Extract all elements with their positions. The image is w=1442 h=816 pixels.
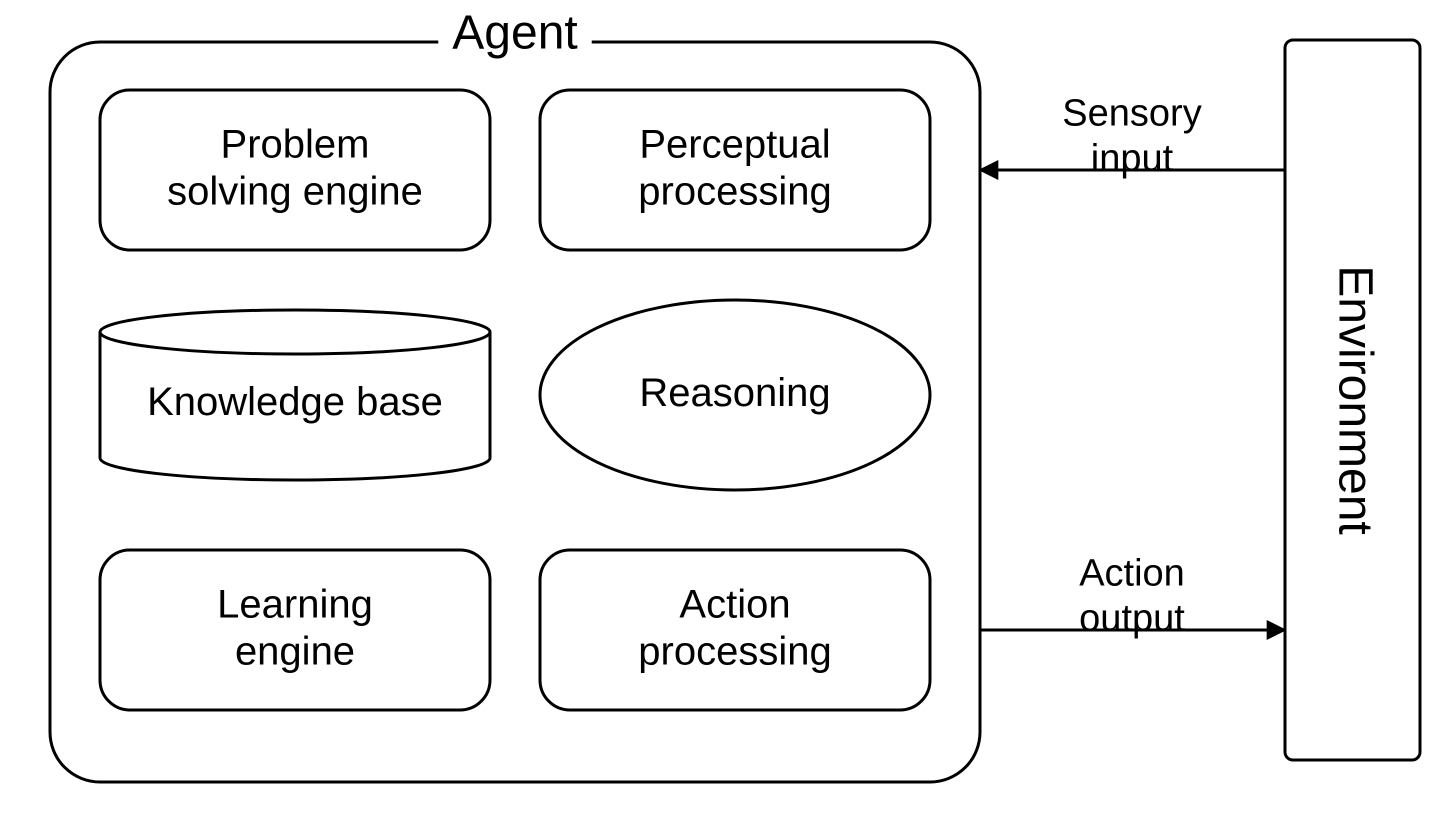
edge-sensory_input: Sensoryinput: [980, 93, 1285, 180]
node-label-knowledge_base: Knowledge base: [147, 379, 443, 423]
node-label-reasoning: Reasoning: [639, 371, 830, 415]
node-label-action_processing: Actionprocessing: [638, 582, 831, 673]
node-label-problem_solving: Problemsolving engine: [167, 122, 423, 213]
edge-label-sensory_input: Sensoryinput: [1062, 93, 1201, 180]
node-learning_engine: Learningengine: [100, 550, 490, 710]
agent-title: Agent: [452, 7, 577, 60]
node-label-learning_engine: Learningengine: [217, 582, 373, 673]
node-perceptual_processing: Perceptualprocessing: [540, 90, 930, 250]
node-label-perceptual_processing: Perceptualprocessing: [638, 122, 831, 213]
node-problem_solving: Problemsolving engine: [100, 90, 490, 250]
edge-action_output: Actionoutput: [980, 553, 1285, 640]
environment-label: Environment: [1328, 265, 1381, 534]
node-knowledge_base: Knowledge base: [100, 310, 490, 480]
node-action_processing: Actionprocessing: [540, 550, 930, 710]
edge-label-action_output: Actionoutput: [1079, 553, 1185, 640]
node-reasoning: Reasoning: [540, 300, 930, 490]
